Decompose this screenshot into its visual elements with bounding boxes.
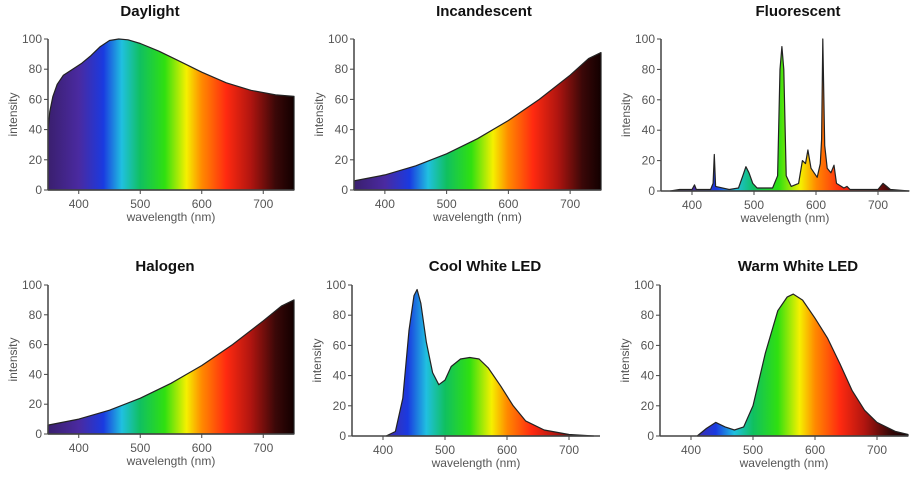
- y-tick-label: 80: [642, 62, 656, 76]
- chart-title: Fluorescent: [755, 3, 840, 20]
- x-axis-label: wavelength (nm): [739, 456, 829, 470]
- y-tick-label: 100: [635, 32, 655, 46]
- x-tick-label: 500: [130, 441, 150, 455]
- y-tick-label: 20: [335, 153, 349, 167]
- y-axis-label: intensity: [310, 338, 324, 382]
- y-tick-label: 80: [335, 62, 349, 76]
- y-tick-label: 0: [35, 183, 42, 197]
- y-tick-label: 40: [29, 367, 43, 381]
- x-axis-label: wavelength (nm): [740, 211, 830, 225]
- y-tick-label: 40: [333, 369, 347, 383]
- chart-panel: Halogen 0 20 40 60 80 100 400 500 600 700 wavelengt…: [6, 258, 295, 468]
- x-axis-label: wavelength (nm): [432, 210, 522, 224]
- x-tick-label: 400: [69, 197, 89, 211]
- spectrum-area: [385, 288, 595, 437]
- y-tick-label: 100: [634, 278, 654, 292]
- x-tick-label: 500: [744, 198, 764, 212]
- y-tick-label: 20: [642, 154, 656, 168]
- y-tick-label: 60: [29, 338, 43, 352]
- y-tick-label: 0: [647, 429, 654, 443]
- x-tick-label: 700: [868, 198, 888, 212]
- x-tick-label: 600: [497, 443, 517, 457]
- y-tick-label: 100: [22, 32, 42, 46]
- y-tick-label: 60: [641, 338, 655, 352]
- x-tick-label: 500: [435, 443, 455, 457]
- y-tick-label: 80: [29, 308, 43, 322]
- y-tick-label: 20: [333, 399, 347, 413]
- x-tick-label: 600: [192, 441, 212, 455]
- chart-panel: Fluorescent 0 20 40 60 80 100 400 500 600 700 wavel…: [619, 3, 910, 225]
- x-axis-label: wavelength (nm): [126, 454, 216, 468]
- y-tick-label: 0: [341, 183, 348, 197]
- y-tick-label: 80: [29, 62, 43, 76]
- y-axis-label: intensity: [6, 92, 20, 136]
- y-tick-label: 60: [642, 93, 656, 107]
- x-tick-label: 700: [253, 441, 273, 455]
- y-axis-label: intensity: [312, 92, 326, 136]
- y-tick-label: 40: [641, 369, 655, 383]
- y-tick-label: 20: [29, 397, 43, 411]
- x-tick-label: 700: [560, 197, 580, 211]
- y-axis-label: intensity: [619, 93, 633, 137]
- y-tick-label: 40: [335, 123, 349, 137]
- x-axis-label: wavelength (nm): [126, 210, 216, 224]
- x-tick-label: 400: [682, 198, 702, 212]
- x-tick-label: 400: [373, 443, 393, 457]
- x-tick-label: 600: [498, 197, 518, 211]
- x-tick-label: 500: [130, 197, 150, 211]
- chart-title: Daylight: [120, 3, 179, 20]
- chart-title: Cool White LED: [429, 258, 542, 275]
- spectrum-area: [696, 293, 909, 437]
- spectrum-area: [669, 38, 910, 192]
- chart-panel: Warm White LED 0 20 40 60 80 100 400 500 600 700 wa…: [618, 258, 909, 470]
- x-axis-label: wavelength (nm): [431, 456, 521, 470]
- y-tick-label: 80: [333, 308, 347, 322]
- y-axis-label: intensity: [6, 337, 20, 381]
- chart-panel: Incandescent 0 20 40 60 80 100 400 500 600 700 wave…: [312, 3, 602, 224]
- y-tick-label: 0: [35, 427, 42, 441]
- x-tick-label: 600: [192, 197, 212, 211]
- chart-panel: Cool White LED 0 20 40 60 80 100 400 500 600 700 wa…: [310, 258, 600, 470]
- y-axis-label: intensity: [618, 338, 632, 382]
- x-tick-label: 400: [375, 197, 395, 211]
- chart-panel: Daylight 0 20 40 60 80 100 400 500 600 700 waveleng…: [6, 3, 295, 224]
- x-tick-label: 600: [806, 198, 826, 212]
- x-tick-label: 500: [437, 197, 457, 211]
- y-tick-label: 0: [648, 184, 655, 198]
- spectrum-area: [353, 52, 602, 191]
- x-tick-label: 700: [559, 443, 579, 457]
- x-tick-label: 400: [69, 441, 89, 455]
- spectrum-area: [47, 299, 295, 435]
- y-tick-label: 100: [328, 32, 348, 46]
- spectrum-area: [47, 38, 295, 191]
- x-tick-label: 600: [805, 443, 825, 457]
- chart-title: Warm White LED: [738, 258, 858, 275]
- chart-title: Incandescent: [436, 3, 532, 20]
- y-tick-label: 0: [339, 429, 346, 443]
- y-tick-label: 40: [642, 123, 656, 137]
- y-tick-label: 100: [22, 278, 42, 292]
- chart-title: Halogen: [135, 258, 194, 275]
- x-tick-label: 700: [867, 443, 887, 457]
- x-tick-label: 400: [681, 443, 701, 457]
- y-tick-label: 40: [29, 123, 43, 137]
- y-tick-label: 60: [333, 338, 347, 352]
- y-tick-label: 20: [29, 153, 43, 167]
- y-tick-label: 100: [326, 278, 346, 292]
- y-tick-label: 60: [335, 92, 349, 106]
- y-tick-label: 60: [29, 92, 43, 106]
- x-tick-label: 700: [253, 197, 273, 211]
- y-tick-label: 80: [641, 308, 655, 322]
- y-tick-label: 20: [641, 399, 655, 413]
- x-tick-label: 500: [743, 443, 763, 457]
